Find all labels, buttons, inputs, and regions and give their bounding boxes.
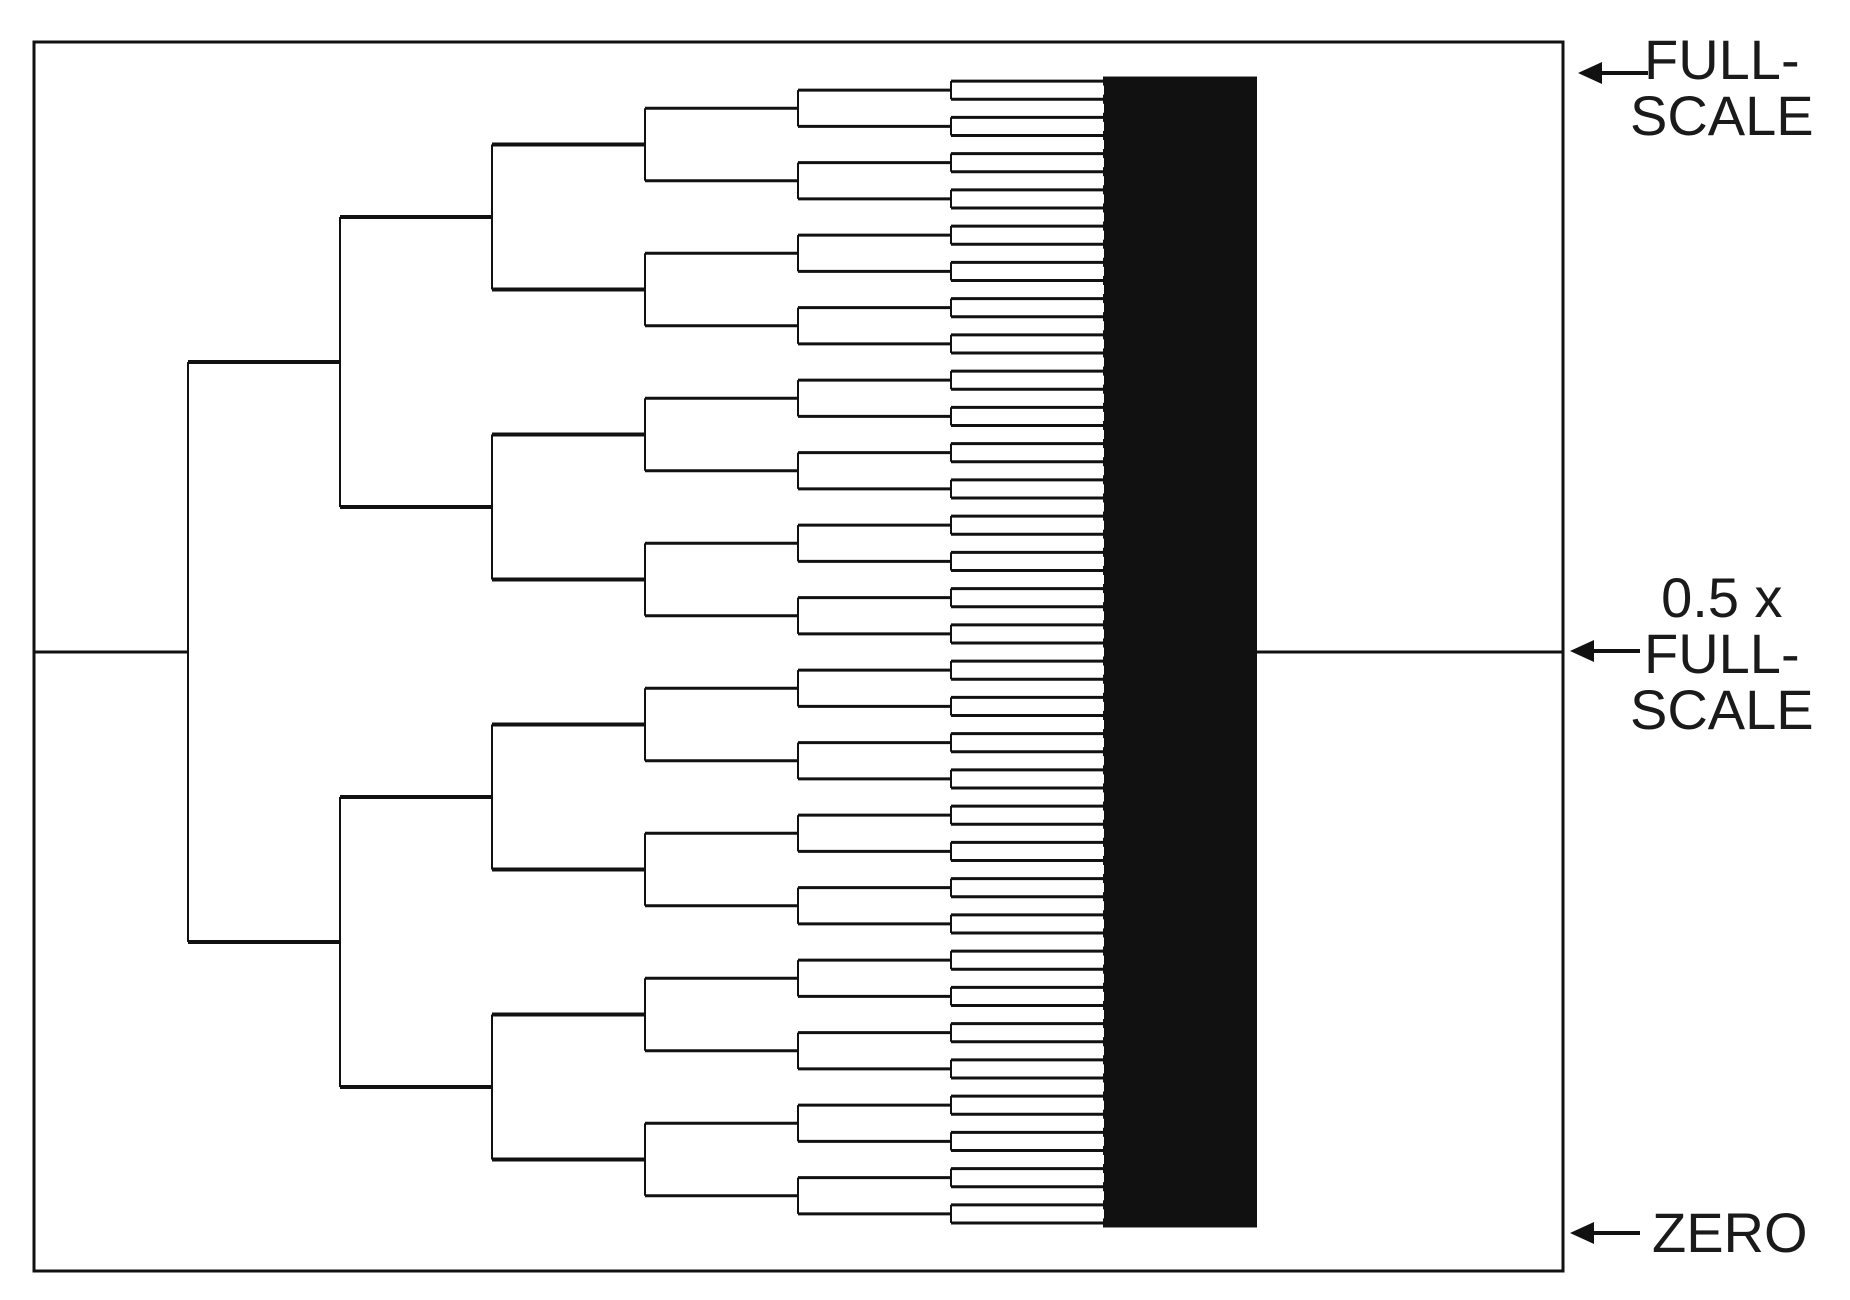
- zero-arrow-icon: [1570, 1222, 1640, 1244]
- half-scale-label: 0.5 x FULL- SCALE: [1630, 570, 1814, 738]
- half-scale-line-2: FULL-: [1644, 622, 1800, 685]
- full-scale-label: FULL- SCALE: [1630, 32, 1814, 144]
- full-scale-line-1: FULL-: [1644, 28, 1800, 91]
- trace-dense-band: [1104, 76, 1257, 1228]
- full-scale-arrow-icon: [1578, 62, 1648, 84]
- trace-group: [34, 76, 1563, 1228]
- zero-label: ZERO: [1652, 1205, 1808, 1261]
- half-scale-line-1: 0.5 x: [1661, 566, 1783, 629]
- plot-border: [32, 40, 1565, 1273]
- half-scale-arrow-icon: [1570, 640, 1640, 662]
- half-scale-line-3: SCALE: [1630, 678, 1814, 741]
- full-scale-line-2: SCALE: [1630, 84, 1814, 147]
- zero-line-1: ZERO: [1652, 1201, 1808, 1264]
